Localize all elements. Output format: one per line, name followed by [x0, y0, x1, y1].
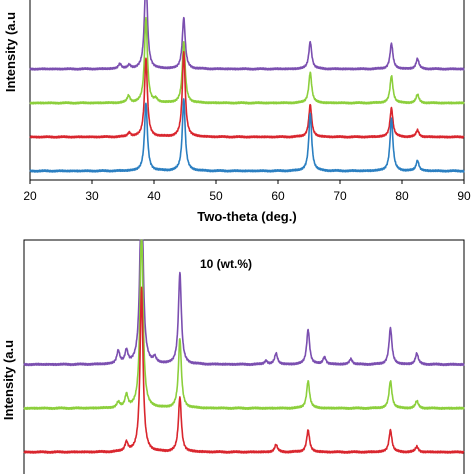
top-x-axis-title: Two-theta (deg.): [197, 209, 296, 224]
x-tick-label: 50: [209, 189, 223, 203]
series-line-1: [23, 239, 465, 367]
top-x-ticks: 20 30 40 50 60 70 80 90: [23, 180, 471, 203]
series-line-2: [23, 239, 465, 411]
x-tick-label: 80: [395, 189, 409, 203]
top-plot-frame: [29, 0, 465, 181]
bottom-panel: 10 (wt.%) Intensity (a.u: [1, 239, 465, 474]
x-tick-label: 20: [23, 189, 37, 203]
x-tick-label: 60: [271, 189, 285, 203]
top-panel: 20 30 40 50 60 70 80 90 Two-theta (deg.) Intens…: [3, 0, 471, 224]
x-tick-label: 90: [457, 189, 471, 203]
series-line-1: [29, 0, 465, 71]
x-tick-label: 70: [333, 189, 347, 203]
bottom-panel-title: 10 (wt.%): [200, 257, 252, 271]
x-tick-label: 30: [85, 189, 99, 203]
top-y-axis-title: Intensity (a.u: [3, 12, 18, 92]
x-tick-label: 40: [147, 189, 161, 203]
bottom-series-group: [23, 239, 465, 454]
series-line-4: [29, 98, 465, 173]
series-line-2: [29, 16, 465, 105]
top-series-group: [29, 0, 465, 173]
bottom-plot-frame: [23, 239, 465, 474]
series-line-3: [29, 51, 465, 139]
series-line-3: [23, 286, 465, 454]
bottom-y-axis-title: Intensity (a.u: [1, 340, 16, 420]
